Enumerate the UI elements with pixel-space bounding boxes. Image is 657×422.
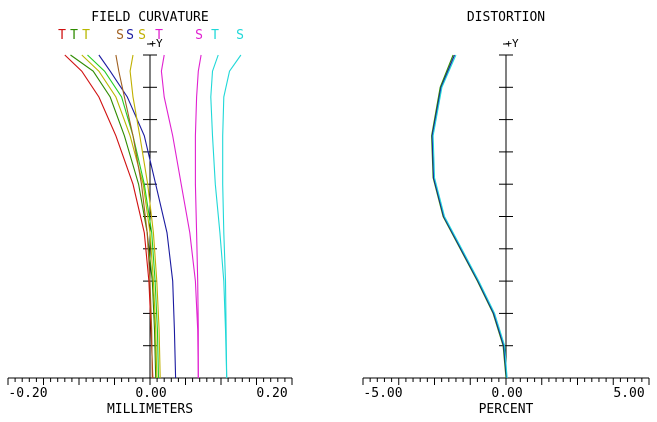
fc-series-line-10 bbox=[222, 54, 242, 379]
dist-series-line-0 bbox=[431, 54, 507, 379]
fc-title: FIELD CURVATURE bbox=[91, 10, 208, 25]
legend-s-cyan: S bbox=[236, 28, 244, 43]
fc-series-line-7 bbox=[160, 54, 199, 379]
fc-series-line-1 bbox=[70, 54, 157, 379]
fc-series-line-6 bbox=[129, 54, 161, 379]
legend-t-magenta: T bbox=[155, 28, 163, 43]
legend-t-yellow: T bbox=[82, 28, 90, 43]
dist-y-axis-label: +Y bbox=[505, 37, 519, 50]
dist-x-tick-label: 5.00 bbox=[613, 386, 644, 401]
dist-title: DISTORTION bbox=[467, 10, 545, 25]
dist-x-axis-label: PERCENT bbox=[479, 402, 534, 417]
dist-series-line-1 bbox=[431, 54, 508, 379]
dist-x-tick-label: 0.00 bbox=[491, 386, 522, 401]
fc-series-line-3 bbox=[87, 54, 160, 379]
legend-s-magenta: S bbox=[195, 28, 203, 43]
legend-t-green: T bbox=[70, 28, 78, 43]
fc-series-line-4 bbox=[98, 54, 177, 379]
fc-series-line-9 bbox=[210, 54, 228, 379]
fc-x-axis-label: MILLIMETERS bbox=[107, 402, 193, 417]
legend-s-yellow: S bbox=[138, 28, 146, 43]
fc-series-line-2 bbox=[81, 54, 158, 379]
fc-series-line-0 bbox=[64, 54, 154, 379]
legend-s-brown: S bbox=[116, 28, 124, 43]
fc-series-line-5 bbox=[115, 54, 153, 379]
legend-t-cyan: T bbox=[211, 28, 219, 43]
fc-x-tick-label: -0.20 bbox=[8, 386, 47, 401]
legend-t-red: T bbox=[58, 28, 66, 43]
dist-series-line-2 bbox=[432, 54, 508, 379]
fc-x-tick-label: 0.00 bbox=[135, 386, 166, 401]
legend-s-blue: S bbox=[126, 28, 134, 43]
fc-series-line-8 bbox=[194, 54, 202, 378]
fc-x-tick-label: 0.20 bbox=[256, 386, 287, 401]
fc-y-axis-label: +Y bbox=[149, 37, 163, 50]
dist-x-tick-label: -5.00 bbox=[363, 386, 402, 401]
